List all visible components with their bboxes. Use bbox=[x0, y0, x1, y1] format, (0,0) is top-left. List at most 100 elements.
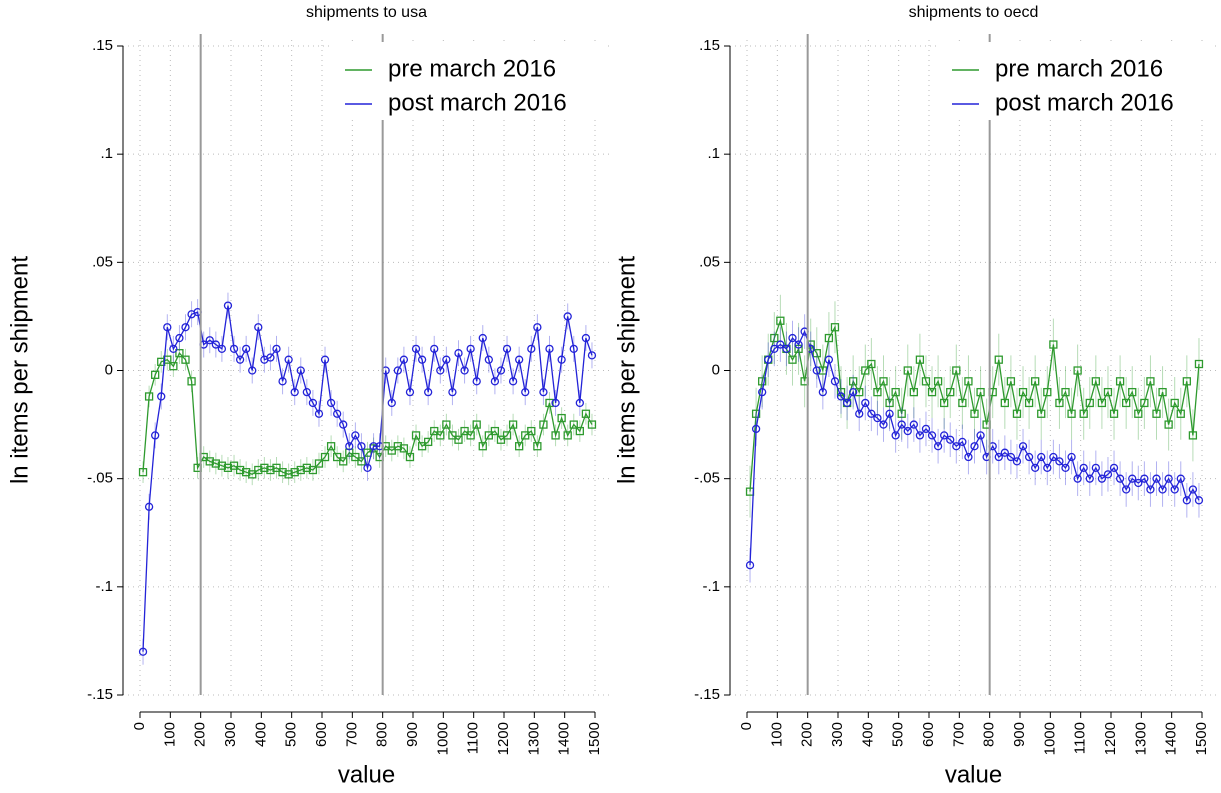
marker bbox=[1031, 463, 1040, 473]
marker bbox=[563, 431, 572, 440]
marker bbox=[1122, 398, 1131, 408]
marker bbox=[405, 387, 415, 397]
marker bbox=[1043, 387, 1052, 397]
marker bbox=[508, 420, 518, 429]
marker bbox=[1012, 457, 1022, 466]
y-tick-label: -.15 bbox=[87, 686, 113, 703]
marker bbox=[339, 420, 348, 429]
x-tick-label: 1300 bbox=[525, 722, 542, 755]
marker bbox=[867, 409, 876, 418]
marker bbox=[399, 355, 409, 364]
marker bbox=[557, 413, 566, 423]
marker bbox=[284, 470, 293, 479]
marker bbox=[472, 420, 481, 429]
marker bbox=[284, 355, 293, 364]
panel-title: shipments to usa bbox=[306, 4, 427, 21]
x-tick-label: 900 bbox=[404, 722, 421, 747]
y-tick-label: 0 bbox=[105, 361, 113, 378]
marker bbox=[187, 377, 196, 386]
marker bbox=[217, 344, 227, 354]
marker bbox=[1146, 485, 1155, 494]
marker bbox=[333, 409, 342, 418]
marker bbox=[885, 409, 894, 418]
marker bbox=[1055, 457, 1064, 466]
marker bbox=[1049, 452, 1058, 462]
marker bbox=[175, 333, 184, 343]
marker bbox=[515, 355, 524, 364]
marker bbox=[248, 366, 257, 375]
marker bbox=[1194, 359, 1204, 369]
marker bbox=[1152, 474, 1161, 483]
marker bbox=[776, 340, 785, 349]
marker bbox=[587, 420, 597, 429]
marker bbox=[933, 442, 943, 451]
x-tick-label: 1200 bbox=[1102, 722, 1119, 755]
marker bbox=[1091, 377, 1100, 386]
marker bbox=[138, 647, 148, 656]
marker bbox=[830, 323, 840, 332]
marker bbox=[502, 344, 512, 354]
marker bbox=[436, 431, 445, 440]
panel-title: shipments to oecd bbox=[909, 4, 1039, 21]
marker bbox=[235, 465, 245, 475]
marker bbox=[242, 468, 251, 477]
marker bbox=[430, 426, 439, 436]
marker bbox=[903, 366, 912, 375]
marker bbox=[976, 387, 985, 397]
marker bbox=[326, 442, 336, 451]
x-tick-label: 800 bbox=[981, 722, 998, 747]
marker bbox=[254, 323, 263, 332]
marker bbox=[1018, 442, 1028, 451]
x-tick-label: 300 bbox=[222, 722, 239, 747]
marker bbox=[387, 398, 396, 408]
marker bbox=[921, 377, 931, 386]
marker bbox=[387, 446, 396, 455]
marker bbox=[1194, 496, 1204, 505]
marker bbox=[891, 387, 900, 397]
x-tick-label: 700 bbox=[343, 722, 360, 747]
marker bbox=[369, 442, 378, 451]
marker bbox=[430, 344, 439, 354]
marker bbox=[1140, 474, 1149, 483]
legend-background bbox=[330, 42, 608, 120]
marker bbox=[351, 431, 360, 440]
marker bbox=[940, 431, 949, 440]
x-tick-label: 600 bbox=[920, 722, 937, 747]
marker bbox=[557, 355, 566, 364]
marker bbox=[569, 344, 578, 354]
x-tick-label: 800 bbox=[374, 722, 391, 747]
legend-label: pre march 2016 bbox=[388, 55, 556, 82]
y-tick-label: .1 bbox=[100, 145, 113, 162]
marker bbox=[211, 459, 220, 468]
y-tick-label: -.05 bbox=[694, 470, 720, 487]
marker bbox=[266, 465, 275, 475]
x-tick-label: 500 bbox=[890, 722, 907, 747]
marker bbox=[751, 409, 761, 418]
marker bbox=[1170, 485, 1179, 494]
marker bbox=[921, 424, 931, 434]
marker bbox=[1085, 474, 1094, 483]
x-tick-label: 700 bbox=[950, 722, 967, 747]
x-axis-label: value bbox=[945, 761, 1002, 788]
marker bbox=[551, 398, 560, 408]
x-tick-label: 0 bbox=[131, 722, 148, 730]
marker bbox=[1134, 478, 1143, 488]
marker bbox=[302, 387, 311, 397]
marker bbox=[1115, 377, 1125, 386]
marker bbox=[320, 452, 330, 462]
marker bbox=[229, 344, 239, 354]
marker bbox=[333, 452, 342, 462]
marker bbox=[278, 468, 287, 477]
x-tick-label: 1000 bbox=[1041, 722, 1058, 755]
marker bbox=[1097, 474, 1107, 483]
marker bbox=[915, 355, 925, 364]
marker bbox=[587, 351, 597, 360]
y-axis-label: ln items per shipment bbox=[613, 256, 640, 484]
marker bbox=[927, 431, 937, 440]
marker bbox=[211, 340, 220, 349]
marker bbox=[181, 355, 190, 364]
y-tick-label: -.05 bbox=[87, 470, 113, 487]
marker bbox=[903, 426, 912, 436]
marker bbox=[1128, 474, 1137, 483]
